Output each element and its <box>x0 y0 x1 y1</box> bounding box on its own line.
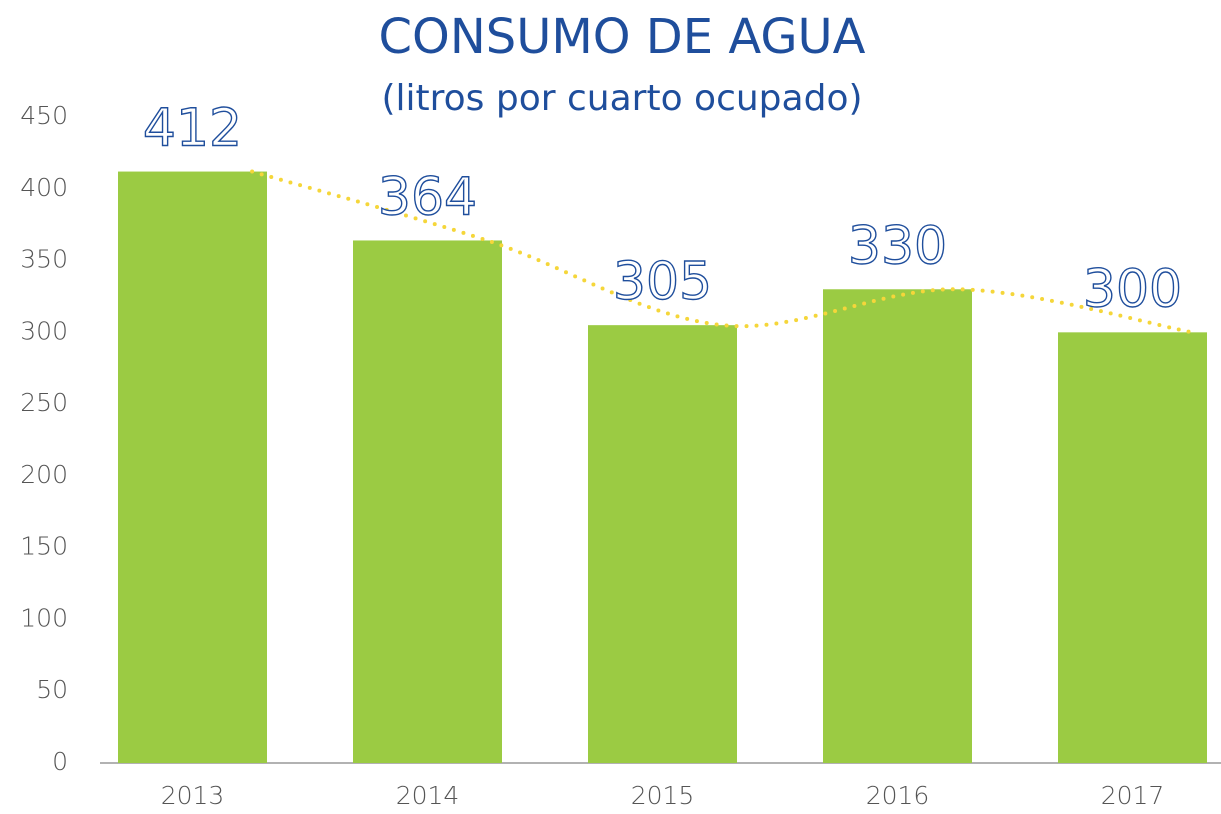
y-tick-label: 350 <box>20 245 68 274</box>
y-tick-label: 50 <box>36 675 68 704</box>
x-tick-label: 2016 <box>866 781 930 810</box>
value-label: 305 <box>613 252 712 312</box>
value-label: 330 <box>848 216 947 276</box>
y-tick-label: 450 <box>20 101 68 130</box>
chart-title: CONSUMO DE AGUA <box>379 9 866 65</box>
y-tick-label: 300 <box>20 316 68 345</box>
y-tick-label: 100 <box>20 603 68 632</box>
trend-line <box>250 169 1195 335</box>
bar <box>823 289 972 763</box>
bar <box>118 171 267 763</box>
y-tick-label: 150 <box>20 532 68 561</box>
y-tick-label: 200 <box>20 460 68 489</box>
value-label: 364 <box>378 167 477 227</box>
bar <box>1058 332 1207 763</box>
bar <box>588 325 737 763</box>
value-label: 300 <box>1083 259 1182 319</box>
x-tick-label: 2014 <box>396 781 460 810</box>
bar <box>353 240 502 764</box>
value-label: 412 <box>143 99 242 159</box>
y-tick-label: 400 <box>20 173 68 202</box>
y-tick-label: 0 <box>52 747 68 776</box>
x-tick-label: 2015 <box>631 781 695 810</box>
x-tick-label: 2013 <box>161 781 225 810</box>
y-tick-label: 250 <box>20 388 68 417</box>
chart-subtitle: (litros por cuarto ocupado) <box>381 78 862 119</box>
x-tick-label: 2017 <box>1101 781 1165 810</box>
